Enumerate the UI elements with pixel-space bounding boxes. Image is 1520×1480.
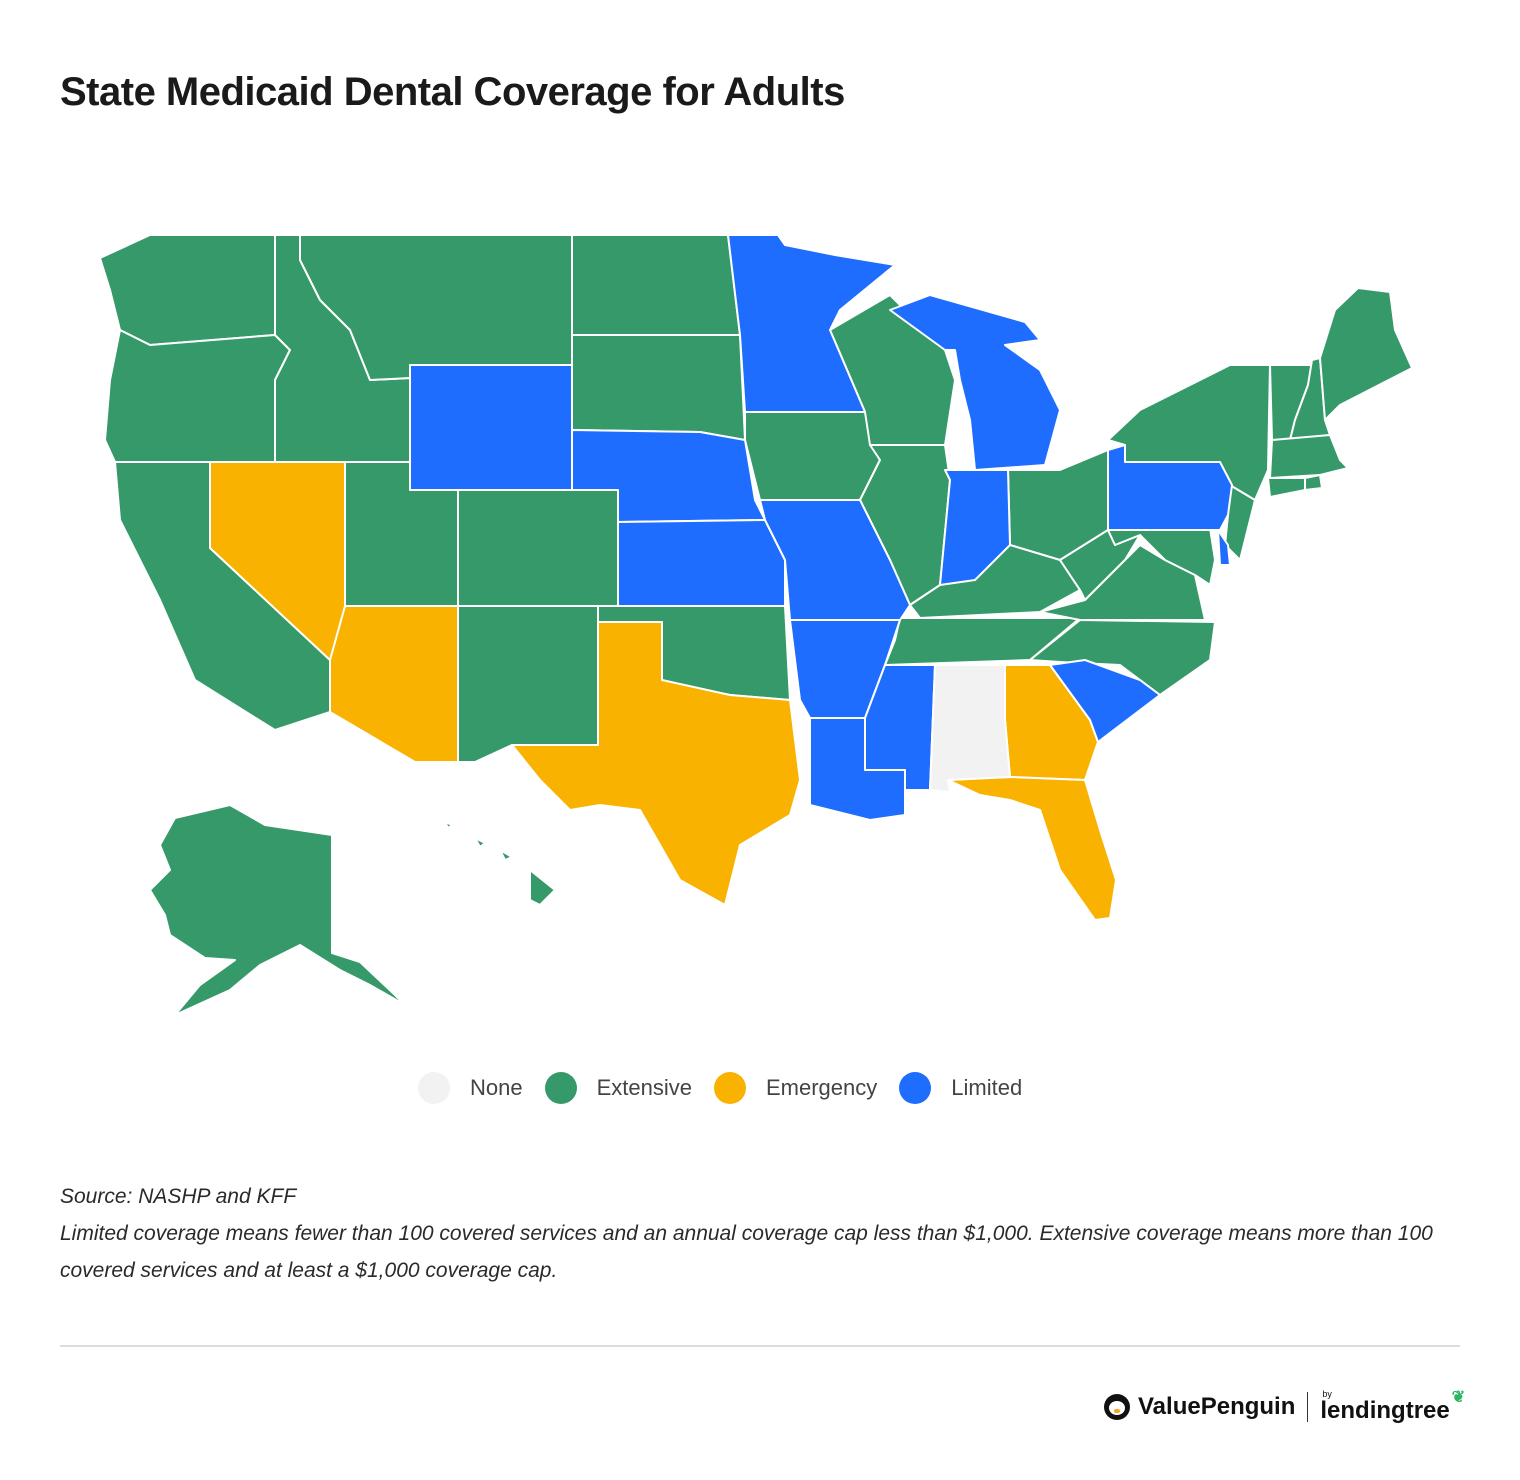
state-ND (571, 234, 741, 336)
partner-logo: by lendingtree (1320, 1390, 1449, 1423)
definition-note: Limited coverage means fewer than 100 co… (60, 1222, 1433, 1282)
state-IN (939, 469, 1011, 586)
state-FL (947, 776, 1117, 921)
us-map (0, 200, 1520, 1040)
state-DE (1217, 529, 1231, 566)
state-SC (1049, 659, 1161, 743)
penguin-icon (1104, 1393, 1130, 1420)
brand-separator (1307, 1391, 1309, 1422)
legend-label: None (470, 1075, 523, 1100)
state-HI (444, 821, 556, 906)
legend-item-limited[interactable]: Limited (899, 1072, 1022, 1104)
state-AK (149, 804, 406, 1016)
state-RI (1304, 474, 1323, 491)
legend-swatch-extensive (544, 1072, 577, 1104)
state-SD (571, 334, 746, 441)
legend: None Extensive Emergency Limited (418, 1072, 1030, 1104)
state-MN (727, 234, 896, 413)
legend-label: Limited (951, 1075, 1023, 1100)
state-TN (884, 617, 1081, 666)
state-AZ (329, 605, 459, 763)
legend-item-none[interactable]: None (418, 1072, 523, 1104)
state-CO (457, 489, 619, 607)
source-note: Source: NASHP and KFF (60, 1185, 297, 1208)
state-AL (929, 664, 1011, 793)
brand-name: ValuePenguin (1138, 1392, 1296, 1420)
legend-label: Extensive (596, 1075, 692, 1100)
state-WA (99, 234, 276, 346)
divider (60, 1345, 1460, 1347)
state-PA (1107, 444, 1233, 531)
state-ME (1319, 287, 1413, 421)
state-OR (104, 329, 291, 463)
legend-swatch-none (418, 1072, 450, 1104)
legend-swatch-emergency (713, 1072, 746, 1104)
state-WY (409, 364, 573, 491)
state-IA (744, 411, 881, 501)
legend-item-emergency[interactable]: Emergency (713, 1072, 878, 1104)
legend-swatch-limited (899, 1072, 932, 1104)
state-KS (617, 519, 786, 607)
state-MA (1269, 434, 1349, 479)
legend-label: Emergency (765, 1075, 878, 1100)
state-MI (889, 294, 1061, 471)
state-MD (1107, 527, 1216, 586)
state-TX (511, 621, 801, 906)
state-CT (1267, 477, 1306, 498)
partner-name: lendingtree (1320, 1397, 1450, 1424)
brand-logo[interactable]: ValuePenguin by lendingtree ❦ (1104, 1388, 1466, 1423)
page-title: State Medicaid Dental Coverage for Adult… (60, 70, 845, 114)
leaf-icon: ❦ (1451, 1388, 1466, 1406)
footnotes: Source: NASHP and KFF Limited coverage m… (60, 1178, 1460, 1289)
legend-item-extensive[interactable]: Extensive (544, 1072, 692, 1104)
partner-by: by (1322, 1389, 1332, 1399)
state-NM (457, 605, 599, 763)
